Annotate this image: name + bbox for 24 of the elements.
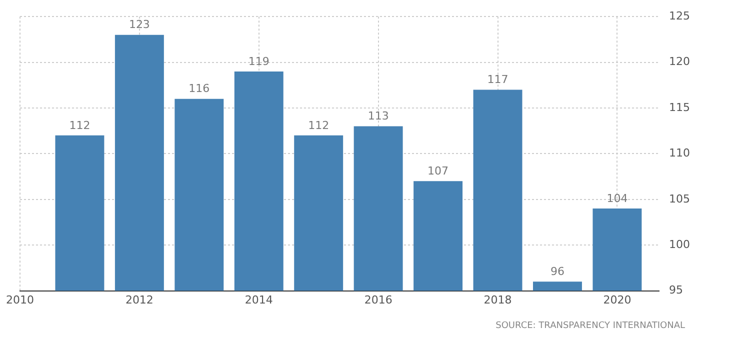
y-tick-label: 110 [669,146,690,160]
x-tick-label: 2014 [244,293,273,306]
y-tick-label: 100 [669,238,690,251]
data-label: 96 [550,265,564,278]
x-tick-label: 2012 [125,293,154,306]
x-tick-label: 2018 [484,293,512,306]
data-label: 112 [69,118,90,132]
data-label: 104 [606,192,628,205]
data-label: 112 [308,118,330,132]
x-tick-label: 2020 [603,293,632,306]
y-tick-label: 120 [669,55,690,68]
x-tick-label: 2016 [364,293,392,306]
data-label: 123 [128,18,150,32]
x-tick-label: 2010 [6,293,34,306]
data-label: 119 [248,54,270,68]
data-label: 117 [487,73,508,86]
y-tick-label: 95 [669,284,684,297]
y-tick-label: 125 [669,9,690,22]
data-label: 116 [188,82,210,96]
data-label: 107 [428,164,449,178]
data-label: 113 [368,110,389,123]
y-tick-label: 115 [669,100,690,114]
source-note: SOURCE: TRANSPARENCY INTERNATIONAL [496,321,685,331]
y-tick-label: 105 [669,192,690,206]
